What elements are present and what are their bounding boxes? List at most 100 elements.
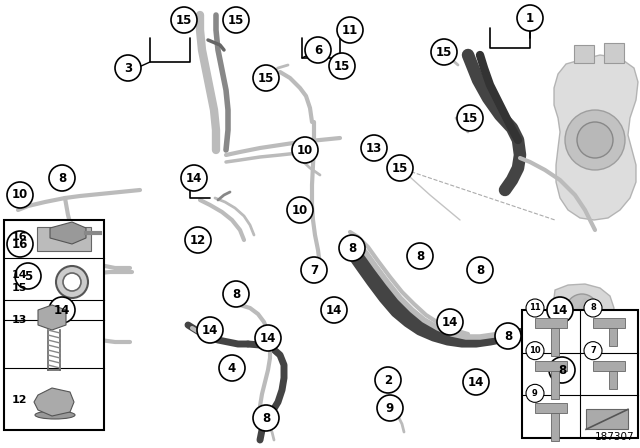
Circle shape (457, 105, 483, 131)
Circle shape (577, 122, 613, 158)
Circle shape (287, 197, 313, 223)
FancyBboxPatch shape (535, 403, 567, 414)
Circle shape (171, 7, 197, 33)
Text: 8: 8 (262, 412, 270, 425)
Text: 8: 8 (558, 363, 566, 376)
Text: 14: 14 (260, 332, 276, 345)
Text: 187307: 187307 (595, 432, 634, 442)
Text: 16: 16 (12, 232, 28, 242)
FancyBboxPatch shape (586, 409, 628, 429)
Circle shape (185, 227, 211, 253)
Text: 14: 14 (326, 303, 342, 316)
Circle shape (495, 323, 521, 349)
Circle shape (387, 155, 413, 181)
Circle shape (7, 182, 33, 208)
Circle shape (63, 273, 81, 291)
Text: 14: 14 (442, 315, 458, 328)
FancyBboxPatch shape (535, 318, 567, 328)
Circle shape (337, 17, 363, 43)
FancyBboxPatch shape (551, 370, 559, 399)
Circle shape (49, 297, 75, 323)
Text: 11: 11 (529, 303, 541, 313)
Circle shape (375, 367, 401, 393)
Text: 3: 3 (124, 61, 132, 74)
Text: 15: 15 (392, 161, 408, 175)
Text: 15: 15 (176, 13, 192, 26)
Text: 9: 9 (532, 389, 538, 398)
FancyBboxPatch shape (574, 45, 594, 63)
FancyBboxPatch shape (37, 227, 91, 251)
FancyBboxPatch shape (4, 220, 104, 430)
Text: 8: 8 (476, 263, 484, 276)
Circle shape (339, 235, 365, 261)
Circle shape (49, 165, 75, 191)
Circle shape (223, 7, 249, 33)
Circle shape (115, 55, 141, 81)
Text: 15: 15 (12, 283, 28, 293)
Circle shape (565, 110, 625, 170)
Polygon shape (34, 388, 74, 416)
Circle shape (584, 299, 602, 317)
Circle shape (361, 135, 387, 161)
Circle shape (329, 53, 355, 79)
Circle shape (517, 5, 543, 31)
Circle shape (437, 309, 463, 335)
Text: 12: 12 (190, 233, 206, 246)
Text: 10: 10 (12, 189, 28, 202)
Circle shape (407, 243, 433, 269)
Text: 13: 13 (366, 142, 382, 155)
Text: 14: 14 (12, 270, 28, 280)
Ellipse shape (35, 411, 75, 419)
Circle shape (253, 65, 279, 91)
Circle shape (292, 137, 318, 163)
Text: 7: 7 (590, 346, 596, 355)
FancyBboxPatch shape (609, 370, 617, 389)
Text: 14: 14 (202, 323, 218, 336)
Text: 15: 15 (462, 112, 478, 125)
Circle shape (431, 39, 457, 65)
Text: 5: 5 (24, 270, 32, 283)
Circle shape (181, 165, 207, 191)
Circle shape (549, 357, 575, 383)
Circle shape (526, 299, 544, 317)
FancyBboxPatch shape (551, 414, 559, 441)
Text: 8: 8 (504, 329, 512, 343)
Text: 12: 12 (12, 395, 28, 405)
Circle shape (7, 231, 33, 257)
Text: 6: 6 (314, 43, 322, 56)
FancyBboxPatch shape (609, 328, 617, 346)
Text: 4: 4 (228, 362, 236, 375)
Text: 14: 14 (468, 375, 484, 388)
FancyBboxPatch shape (593, 361, 625, 370)
Circle shape (321, 297, 347, 323)
Text: 8: 8 (416, 250, 424, 263)
Circle shape (56, 266, 88, 298)
Circle shape (301, 257, 327, 283)
FancyBboxPatch shape (604, 43, 624, 63)
FancyBboxPatch shape (551, 328, 559, 356)
Circle shape (467, 257, 493, 283)
Text: 14: 14 (54, 303, 70, 316)
Circle shape (377, 395, 403, 421)
Text: 14: 14 (186, 172, 202, 185)
Circle shape (219, 355, 245, 381)
Circle shape (584, 342, 602, 360)
Text: 16: 16 (12, 237, 28, 250)
Text: 1: 1 (526, 12, 534, 25)
Text: 13: 13 (12, 315, 28, 325)
Circle shape (463, 369, 489, 395)
Text: 14: 14 (552, 303, 568, 316)
Circle shape (255, 325, 281, 351)
Text: 10: 10 (292, 203, 308, 216)
Text: 10: 10 (529, 346, 541, 355)
Text: 15: 15 (228, 13, 244, 26)
Circle shape (223, 281, 249, 307)
Text: 8: 8 (232, 288, 240, 301)
Circle shape (526, 384, 544, 402)
Circle shape (253, 405, 279, 431)
Polygon shape (50, 222, 86, 244)
Circle shape (566, 294, 598, 326)
Text: 8: 8 (348, 241, 356, 254)
Circle shape (15, 263, 41, 289)
Circle shape (197, 317, 223, 343)
